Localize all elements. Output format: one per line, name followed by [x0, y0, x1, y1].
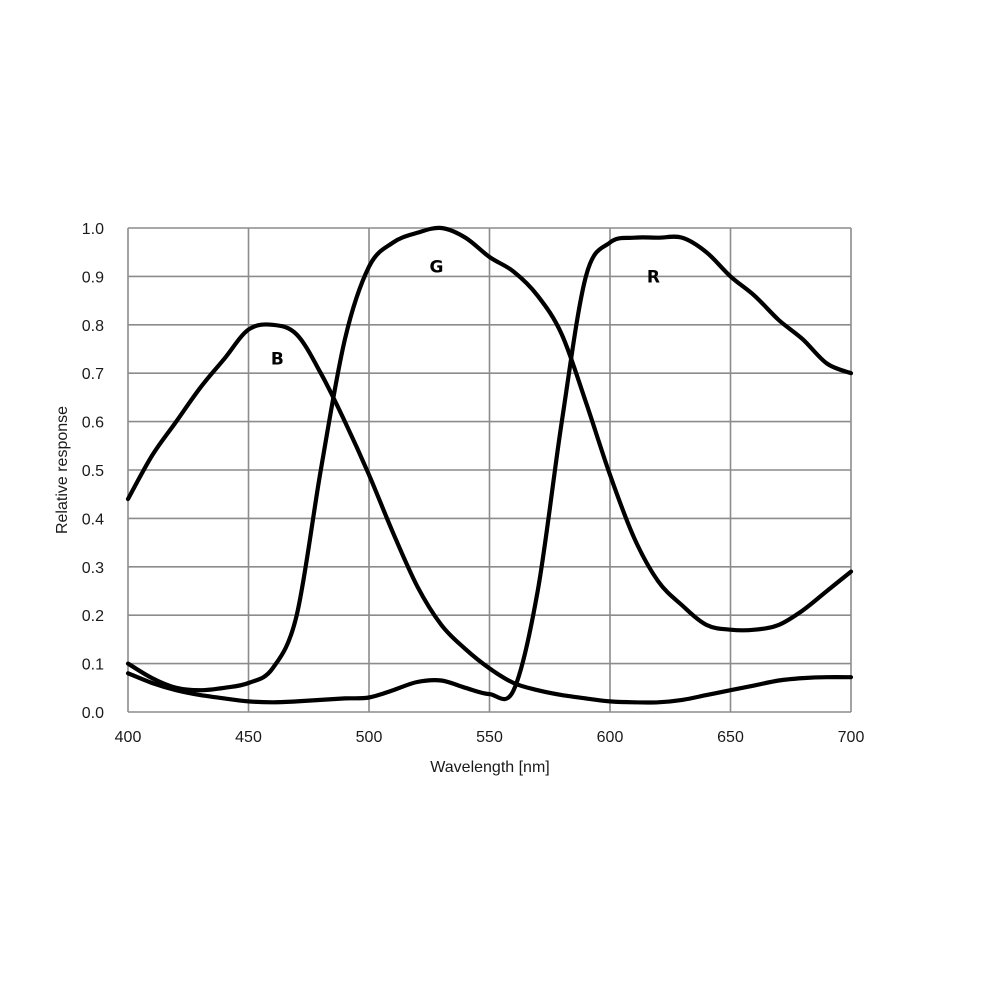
y-tick-label: 0.4 [82, 511, 104, 528]
x-tick-label: 450 [235, 729, 262, 746]
curve-b [125, 322, 854, 705]
curve-label-g: G [429, 258, 443, 278]
x-tick-label: 550 [476, 729, 503, 746]
grid-lines [127, 227, 852, 713]
curve-label-b: B [271, 350, 284, 370]
x-tick-label: 650 [717, 729, 744, 746]
y-tick-label: 0.7 [82, 366, 104, 383]
y-tick-label: 0.9 [82, 269, 104, 286]
y-tick-label: 0.0 [82, 705, 104, 722]
y-axis-title: Relative response [54, 406, 71, 534]
y-tick-label: 0.3 [82, 560, 104, 577]
y-tick-label: 0.8 [82, 318, 104, 335]
x-tick-label: 500 [356, 729, 383, 746]
x-axis-ticks: 400 450 500 550 600 650 700 [115, 729, 865, 746]
x-tick-label: 600 [597, 729, 624, 746]
x-tick-label: 700 [838, 729, 865, 746]
curve-labels: B G R [271, 258, 660, 370]
x-axis-title: Wavelength [nm] [430, 759, 549, 776]
y-tick-label: 0.2 [82, 608, 104, 625]
x-tick-label: 400 [115, 729, 142, 746]
curve-r [125, 234, 854, 705]
y-axis-ticks: 0.0 0.1 0.2 0.3 0.4 0.5 0.6 0.7 0.8 0.9 1.0 [82, 221, 104, 722]
y-tick-label: 1.0 [82, 221, 104, 238]
curve-label-r: R [647, 267, 660, 287]
y-tick-label: 0.5 [82, 463, 104, 480]
response-curves [125, 225, 854, 705]
y-tick-label: 0.6 [82, 415, 104, 432]
y-tick-label: 0.1 [82, 657, 104, 674]
curve-g [125, 225, 854, 693]
